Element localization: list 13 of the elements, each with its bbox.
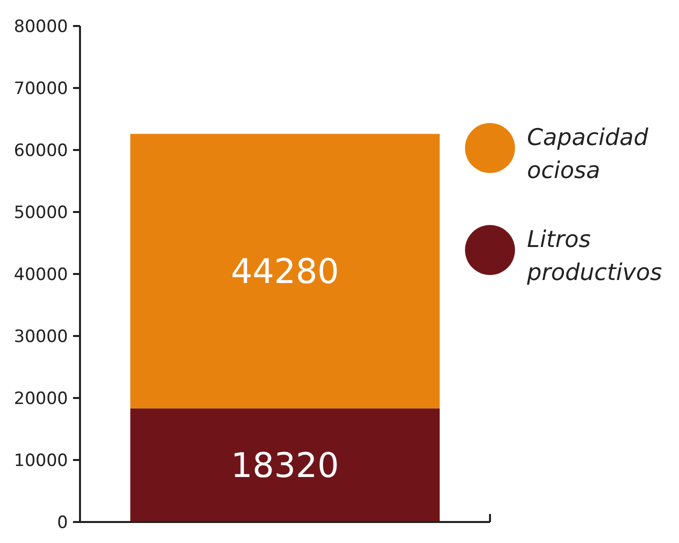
y-tick-label: 80000: [14, 16, 68, 37]
data-label: 18320: [230, 446, 340, 486]
y-tick-label: 50000: [14, 202, 68, 223]
y-tick-label: 0: [57, 512, 68, 533]
legend-label: Litros productivos: [526, 227, 662, 286]
y-tick-label: 70000: [14, 78, 68, 99]
y-tick-label: 40000: [14, 264, 68, 285]
legend-label: Capacidad ociosa: [527, 125, 649, 184]
data-label: 44280: [230, 252, 340, 292]
y-tick-label: 60000: [14, 140, 68, 161]
y-tick-label: 10000: [14, 450, 68, 471]
y-tick-label: 20000: [14, 388, 68, 409]
y-tick-label: 30000: [14, 326, 68, 347]
